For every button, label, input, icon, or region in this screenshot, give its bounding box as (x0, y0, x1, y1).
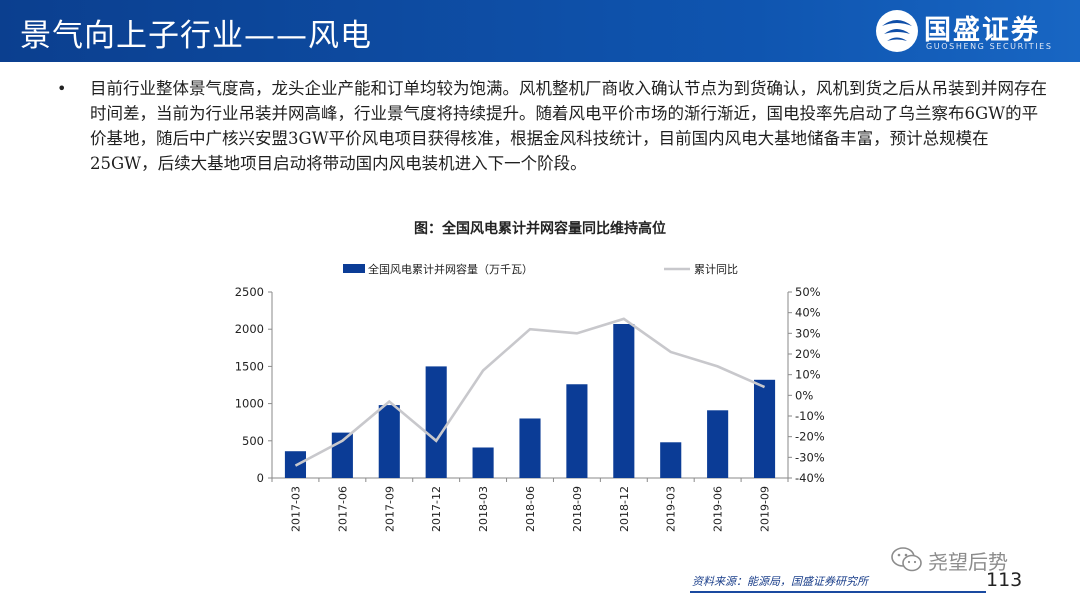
brand-name: 国盛证券 (924, 15, 1040, 46)
chart-title: 图：全国风电累计并网容量同比维持高位 (414, 221, 666, 237)
guosheng-logo-icon (876, 10, 918, 52)
brand-subtitle: GUOSHENG SECURITIES (926, 42, 1053, 51)
wechat-icon (891, 547, 922, 572)
x-tick-label: 2018-12 (618, 486, 631, 532)
bar-2018-06 (519, 418, 541, 478)
slide-title: 景气向上子行业——风电 (20, 18, 372, 54)
y-left-tick-label: 2500 (235, 285, 264, 299)
y-right-tick-label: 30% (795, 326, 821, 340)
y-right-tick-label: 0% (795, 388, 813, 402)
bar-2019-09 (753, 379, 776, 478)
x-tick-label: 2019-06 (712, 486, 725, 532)
body-paragraph: 目前行业整体景气度高，龙头企业产能和订单均较为饱满。风机整机厂商收入确认节点为到… (90, 79, 1047, 173)
y-right-tick-label: 10% (795, 368, 821, 382)
y-right-tick-label: -30% (795, 450, 825, 464)
x-tick-label: 2018-06 (524, 486, 537, 532)
y-right-tick-label: -20% (795, 430, 825, 444)
y-right-tick-label: 40% (795, 306, 821, 320)
y-right-tick-label: 50% (795, 285, 821, 299)
header-bar: 景气向上子行业——风电 国盛证券 GUOSHENG SECURITIES (0, 0, 1080, 62)
y-left-tick-label: 0 (257, 471, 264, 485)
x-tick-label: 2017-06 (336, 486, 349, 532)
x-tick-label: 2019-03 (665, 486, 678, 532)
bar-2018-12 (613, 323, 635, 478)
y-left-tick-label: 2000 (235, 322, 264, 336)
y-left-tick-label: 500 (242, 434, 264, 448)
legend-bar-swatch (343, 264, 365, 273)
page-number: 113 (986, 569, 1023, 591)
bar-2018-03 (472, 447, 494, 478)
capacity-chart: 0 500 1000 1500 2000 2500 -40% -30% -20% -10% 0% 10… (235, 262, 825, 532)
legend-bar-label: 全国风电累计并网容量（万千瓦） (368, 262, 533, 276)
bar-2018-09 (566, 384, 588, 478)
y-right-tick-label: 20% (795, 347, 821, 361)
brand-logo: 国盛证券 GUOSHENG SECURITIES (872, 6, 1072, 58)
y-right-tick-label: -40% (795, 471, 825, 485)
source-note: 资料来源：能源局，国盛证券研究所 (692, 575, 868, 588)
x-tick-label: 2017-12 (430, 486, 443, 532)
x-tick-label: 2017-09 (383, 486, 396, 532)
watermark-text: 尧望后势 (928, 550, 1008, 574)
y-right-tick-label: -10% (795, 409, 825, 423)
legend-line-label: 累计同比 (694, 263, 738, 276)
x-tick-label: 2018-03 (477, 486, 490, 532)
x-tick-label: 2018-09 (571, 486, 584, 532)
bar-2019-03 (660, 442, 682, 478)
y-left-tick-label: 1500 (235, 359, 264, 373)
y-left-tick-label: 1000 (235, 397, 264, 411)
footer-divider (690, 591, 986, 593)
x-tick-label: 2019-09 (759, 486, 772, 532)
x-tick-label: 2017-03 (289, 486, 302, 532)
bullet-marker: • (57, 79, 67, 98)
watermark: 尧望后势 (890, 544, 1060, 576)
bar-2017-09 (378, 405, 400, 478)
bar-2017-12 (425, 366, 447, 478)
bar-2019-06 (707, 410, 729, 478)
